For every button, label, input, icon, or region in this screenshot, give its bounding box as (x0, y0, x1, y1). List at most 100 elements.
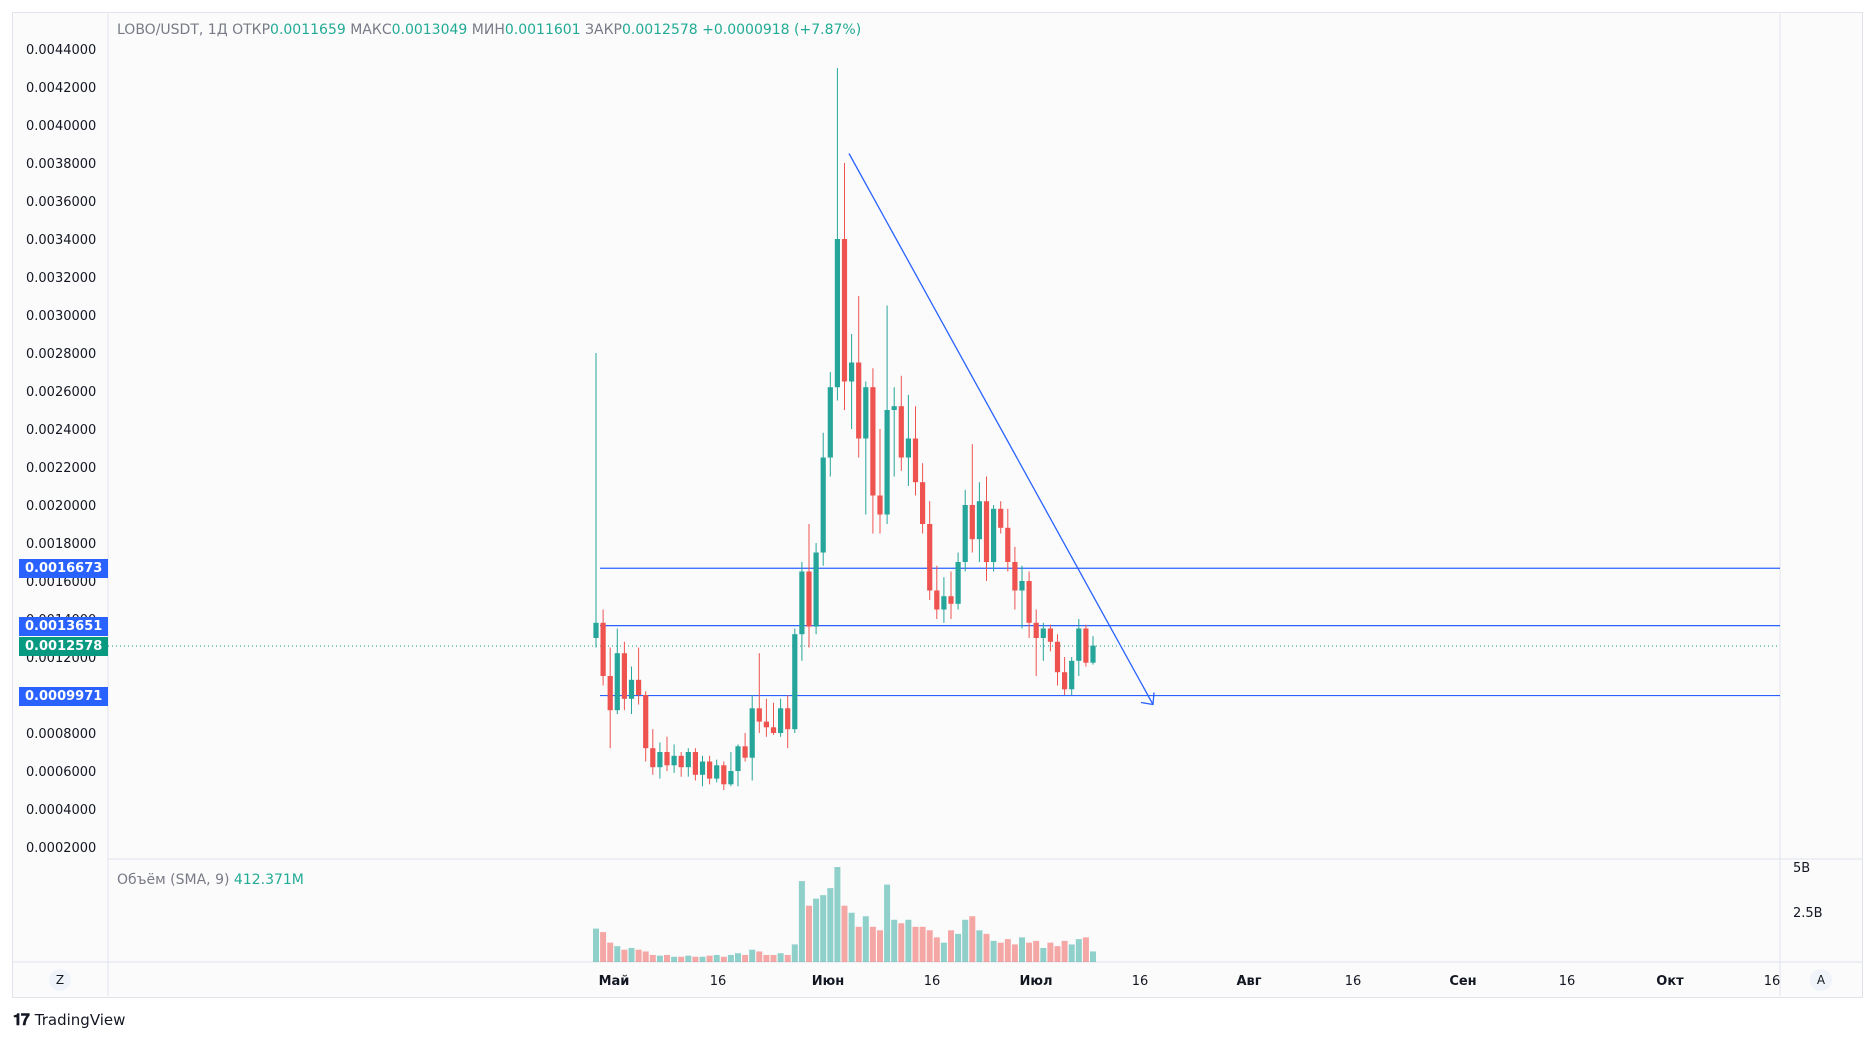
volume-bar (1011, 944, 1018, 962)
open-label: ОТКР (232, 22, 271, 38)
volume-bar (664, 954, 670, 962)
candle-body (778, 708, 784, 733)
candle-body (636, 679, 642, 695)
volume-bar (997, 942, 1004, 962)
candle-body (770, 727, 777, 733)
candle-body (664, 752, 670, 766)
candle-body (614, 653, 620, 711)
volume-bar (884, 884, 891, 962)
volume-bar (1068, 944, 1075, 962)
candle-body (742, 746, 748, 758)
volume-bar (877, 930, 883, 962)
candle-body (856, 362, 862, 439)
y-axis-tick-label: 0.0042000 (26, 81, 96, 96)
volume-bar (898, 923, 905, 962)
candle-body (991, 508, 997, 562)
volume-bar (976, 930, 983, 962)
candle-body (1047, 628, 1053, 642)
volume-bar (791, 944, 798, 962)
time-axis-label: 16 (1559, 974, 1576, 989)
volume-bar (834, 867, 841, 962)
volume-bar (862, 916, 869, 962)
candle-body (955, 562, 961, 604)
candle-body (884, 410, 890, 515)
symbol-legend: LOBO/USDT, 1Д ОТКР0.0011659 МАКС0.001304… (117, 22, 861, 38)
volume-bar (1004, 939, 1011, 962)
volume-bar (855, 926, 862, 962)
volume-bar (656, 955, 663, 962)
volume-bar (841, 905, 848, 962)
y-axis-tick-label: 0.0024000 (26, 423, 96, 438)
volume-bar (607, 942, 614, 962)
volume-bar (777, 953, 784, 962)
time-axis-label: Окт (1656, 974, 1684, 989)
y-axis-tick-label: 0.0020000 (26, 499, 96, 514)
volume-bar (1040, 947, 1047, 962)
timezone-button[interactable]: Z (49, 969, 71, 991)
time-axis-label: Июн (812, 974, 845, 989)
candle-body (905, 438, 911, 458)
candle-body (877, 495, 883, 515)
candle-body (643, 695, 649, 749)
candle-body (1054, 641, 1061, 673)
volume-bar (983, 933, 990, 962)
volume-bar (955, 933, 962, 962)
low-value: 0.0011601 (504, 22, 581, 38)
price-tag: 0.0009971 (19, 686, 108, 706)
y-axis-tick-label: 0.0034000 (26, 233, 96, 248)
time-axis-label: 16 (1764, 974, 1781, 989)
volume-bar (969, 916, 976, 962)
volume-bar (699, 956, 706, 962)
change-value: +0.0000918 (+7.87%) (702, 22, 862, 38)
volume-bar (742, 954, 749, 962)
volume-bar (635, 949, 642, 962)
volume-bar (642, 951, 649, 962)
volume-bar (614, 946, 621, 962)
y-axis-tick-label: 0.0044000 (26, 43, 96, 58)
candle-body (912, 438, 919, 483)
y-axis-tick-label: 0.0006000 (26, 765, 96, 780)
y-axis-tick-label: 0.0002000 (26, 841, 96, 856)
tradingview-logo[interactable]: 𝟏𝟕 TradingView (13, 1010, 125, 1030)
volume-bar (749, 949, 756, 962)
volume-bar (919, 926, 926, 962)
candle-body (714, 765, 720, 779)
symbol-label[interactable]: LOBO/USDT, 1Д (117, 22, 228, 38)
volume-bar (756, 951, 763, 962)
candle-body (756, 708, 762, 722)
trend-line-arrowhead (1140, 692, 1155, 706)
volume-bar (628, 947, 635, 962)
candle-body (699, 761, 706, 775)
brand-name: TradingView (34, 1011, 126, 1029)
price-tag: 0.0012578 (19, 637, 108, 657)
candle-body (1019, 581, 1025, 591)
volume-bar (869, 926, 876, 962)
volume-bar (962, 919, 969, 962)
price-tag: 0.0013651 (19, 616, 108, 636)
volume-bar (1026, 942, 1033, 962)
candle-body (1005, 527, 1011, 562)
candle-body (834, 239, 840, 388)
time-axis-label: Авг (1236, 974, 1261, 989)
volume-legend[interactable]: Объём (SMA, 9) 412.371M (117, 872, 304, 888)
candle-body (1033, 622, 1039, 638)
volume-bar (912, 926, 919, 962)
candle-body (898, 406, 904, 458)
candle-body (721, 765, 727, 785)
volume-bar (784, 954, 791, 962)
candle-body (692, 752, 698, 775)
open-value: 0.0011659 (270, 22, 346, 38)
volume-bar (806, 905, 812, 962)
volume-bar (763, 954, 770, 962)
volume-bar (735, 953, 741, 962)
candle-body (607, 676, 613, 711)
candle-body (863, 387, 869, 439)
volume-axis-label: 2.5B (1793, 906, 1823, 921)
y-axis-tick-label: 0.0038000 (26, 157, 96, 172)
candle-body (678, 755, 684, 768)
auto-scale-button[interactable]: A (1810, 969, 1832, 991)
close-value: 0.0012578 (621, 22, 698, 38)
candle-body (1076, 628, 1082, 661)
candle-body (763, 721, 769, 728)
